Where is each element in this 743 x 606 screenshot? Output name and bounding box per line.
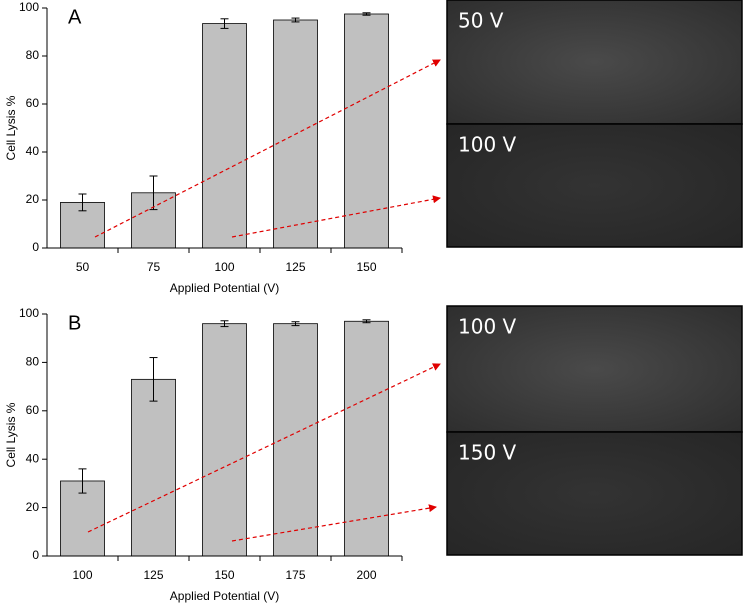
micrograph [446,123,743,248]
error-bar [291,17,300,23]
y-tick-label: 60 [26,403,40,417]
error-bar [78,193,87,212]
error-bar [220,320,229,328]
arrow [94,59,441,238]
y-tick-label: 40 [26,144,40,158]
x-tick-label: 75 [147,260,161,274]
image-label: 50 V [458,9,504,33]
x-tick-label: 125 [285,260,305,274]
bar [202,23,247,249]
image-label: 100 V [458,133,517,157]
bar [131,378,176,557]
panel-label: B [68,312,81,334]
y-tick-label: 20 [26,500,40,514]
error-bar [78,468,87,494]
micrograph [446,431,743,556]
error-bar [291,321,300,327]
bar [202,323,247,557]
arrow [231,504,437,542]
y-axis-label: Cell Lysis % [4,95,18,160]
bar [344,13,389,249]
error-bar [149,175,158,211]
image-label: 150 V [458,441,517,465]
error-bar [149,357,158,402]
x-tick-label: 150 [214,568,234,582]
error-bar [220,18,229,29]
y-tick-label: 100 [19,0,39,14]
bar [344,320,389,557]
arrow [231,195,441,238]
y-tick-label: 60 [26,96,40,110]
x-tick-label: 100 [214,260,234,274]
x-tick-label: 200 [356,568,376,582]
x-tick-label: 100 [72,568,92,582]
y-tick-label: 0 [32,240,39,254]
x-tick-label: 125 [143,568,163,582]
image-label: 100 V [458,315,517,339]
x-tick-label: 175 [285,568,305,582]
arrow [87,363,441,533]
y-tick-label: 80 [26,355,40,369]
arrows [87,59,441,542]
y-tick-label: 40 [26,451,40,465]
y-tick-label: 80 [26,48,40,62]
x-tick-label: 50 [76,260,90,274]
error-bar [362,12,371,16]
y-tick-label: 100 [19,306,39,320]
y-tick-label: 20 [26,192,40,206]
panel-label: A [68,6,82,28]
x-axis-label: Applied Potential (V) [170,589,279,603]
error-bar [362,319,371,324]
x-tick-label: 150 [356,260,376,274]
y-axis-label: Cell Lysis % [4,402,18,467]
micrograph [446,305,743,433]
y-tick-label: 0 [32,548,39,562]
x-axis-label: Applied Potential (V) [170,281,279,295]
